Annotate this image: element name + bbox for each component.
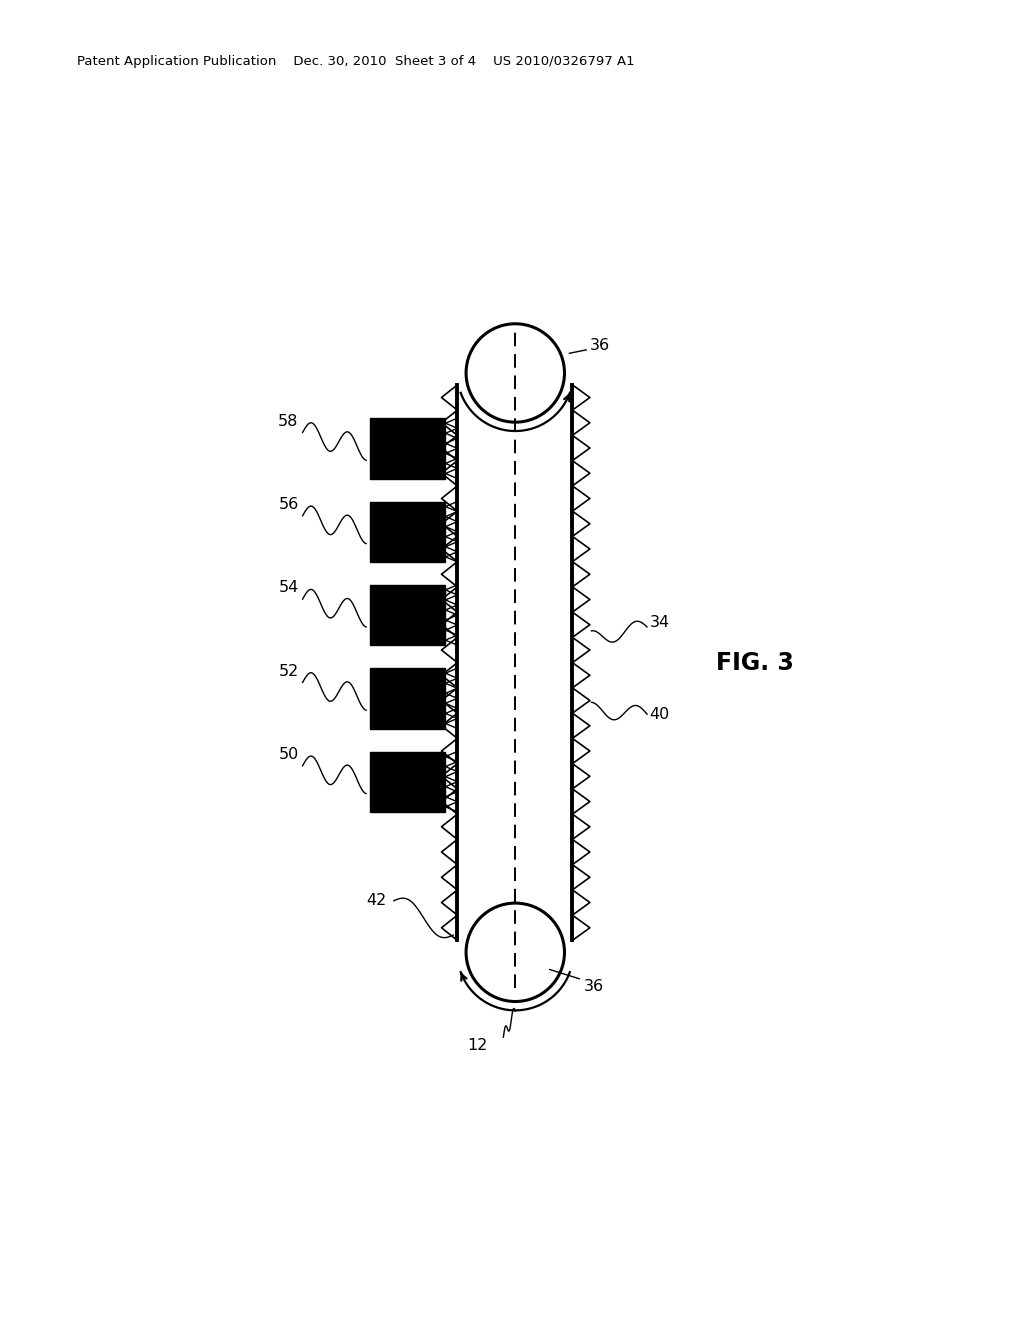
Bar bbox=[370, 585, 445, 645]
Text: 58: 58 bbox=[279, 413, 299, 429]
Text: 40: 40 bbox=[649, 706, 670, 722]
Bar bbox=[370, 418, 445, 479]
Bar bbox=[370, 502, 445, 562]
Text: 36: 36 bbox=[584, 979, 603, 994]
Bar bbox=[370, 751, 445, 812]
Text: 56: 56 bbox=[279, 496, 299, 512]
Text: 34: 34 bbox=[649, 615, 670, 631]
Text: 54: 54 bbox=[279, 581, 299, 595]
Text: 12: 12 bbox=[467, 1038, 487, 1052]
Text: 42: 42 bbox=[367, 894, 386, 908]
Bar bbox=[370, 668, 445, 729]
Text: Patent Application Publication    Dec. 30, 2010  Sheet 3 of 4    US 2010/0326797: Patent Application Publication Dec. 30, … bbox=[77, 55, 635, 69]
Text: 52: 52 bbox=[279, 664, 299, 678]
Text: 50: 50 bbox=[279, 747, 299, 762]
Text: 36: 36 bbox=[590, 338, 610, 354]
Text: FIG. 3: FIG. 3 bbox=[716, 651, 794, 675]
